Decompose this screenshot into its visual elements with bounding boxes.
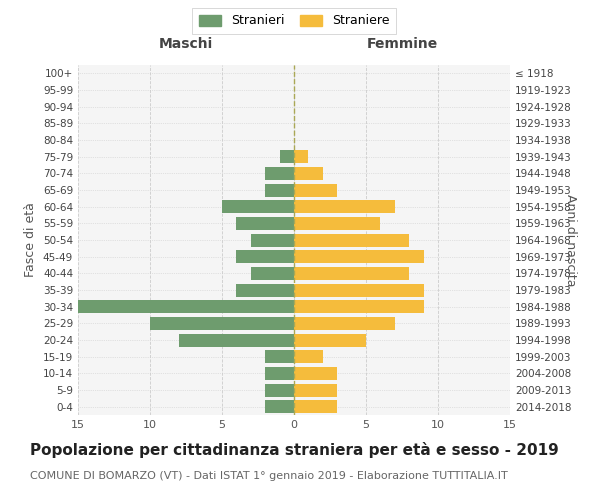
Text: Maschi: Maschi [159, 37, 213, 51]
Bar [294, 150, 308, 163]
Bar [294, 334, 366, 346]
Bar [265, 350, 294, 363]
Y-axis label: Fasce di età: Fasce di età [25, 202, 37, 278]
Bar [294, 300, 424, 313]
Bar [78, 300, 294, 313]
Bar [294, 200, 395, 213]
Bar [294, 317, 395, 330]
Bar [236, 250, 294, 263]
Text: Popolazione per cittadinanza straniera per età e sesso - 2019: Popolazione per cittadinanza straniera p… [30, 442, 559, 458]
Bar [294, 367, 337, 380]
Bar [236, 284, 294, 296]
Text: Femmine: Femmine [367, 37, 437, 51]
Bar [294, 384, 337, 396]
Bar [265, 184, 294, 196]
Bar [265, 367, 294, 380]
Bar [265, 400, 294, 413]
Bar [294, 234, 409, 246]
Bar [294, 250, 424, 263]
Bar [294, 167, 323, 180]
Bar [150, 317, 294, 330]
Bar [251, 234, 294, 246]
Bar [251, 267, 294, 280]
Bar [294, 284, 424, 296]
Bar [179, 334, 294, 346]
Bar [294, 267, 409, 280]
Bar [294, 350, 323, 363]
Y-axis label: Anni di nascita: Anni di nascita [564, 194, 577, 286]
Bar [294, 217, 380, 230]
Bar [294, 184, 337, 196]
Legend: Stranieri, Straniere: Stranieri, Straniere [192, 8, 396, 34]
Bar [265, 167, 294, 180]
Bar [265, 384, 294, 396]
Bar [236, 217, 294, 230]
Bar [294, 400, 337, 413]
Bar [280, 150, 294, 163]
Text: COMUNE DI BOMARZO (VT) - Dati ISTAT 1° gennaio 2019 - Elaborazione TUTTITALIA.IT: COMUNE DI BOMARZO (VT) - Dati ISTAT 1° g… [30, 471, 508, 481]
Bar [222, 200, 294, 213]
